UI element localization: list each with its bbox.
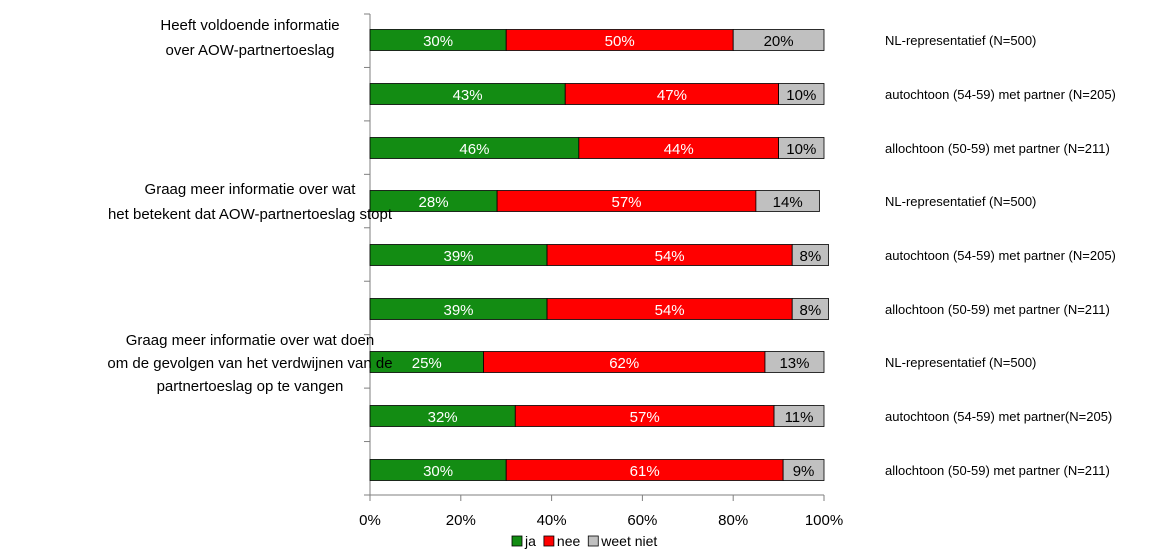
x-tick-label: 100%: [805, 512, 843, 529]
bar-data-label: 28%: [419, 194, 449, 211]
category-label: NL-representatief (N=500): [885, 194, 1036, 209]
bar-data-label: 11%: [785, 409, 814, 426]
bar-data-label: 10%: [786, 87, 816, 104]
bar-data-label: 30%: [423, 463, 453, 480]
bar-data-label: 25%: [412, 355, 442, 372]
bar-data-label: 39%: [444, 302, 474, 319]
legend-swatch: [511, 535, 523, 547]
bar-data-label: 47%: [657, 87, 687, 104]
bar-segment-weet-niet: [791, 244, 829, 266]
category-label: NL-representatief (N=500): [885, 33, 1036, 48]
legend-label: nee: [557, 533, 581, 549]
bar-segment-weet-niet: [755, 190, 820, 212]
bar-data-label: 39%: [444, 248, 474, 265]
legend-swatch: [543, 535, 555, 547]
category-label: allochtoon (50-59) met partner (N=211): [885, 302, 1110, 317]
category-label: autochtoon (54-59) met partner (N=205): [885, 87, 1116, 102]
legend-swatch: [587, 535, 599, 547]
category-label: NL-representatief (N=500): [885, 355, 1036, 370]
group-label-line: om de gevolgen van het verdwijnen van de: [107, 355, 392, 372]
bar-data-label: 44%: [664, 141, 694, 158]
category-label: autochtoon (54-59) met partner(N=205): [885, 409, 1112, 424]
bar-segment-weet-niet: [782, 459, 825, 481]
bar-segment-weet-niet: [778, 137, 825, 159]
bar-data-label: 43%: [453, 87, 483, 104]
bar-data-label: 57%: [630, 409, 660, 426]
bar-data-label: 9%: [793, 463, 815, 480]
bar-segment-weet-niet: [778, 83, 825, 105]
bar-data-label: 46%: [459, 141, 489, 158]
bar-segment-weet-niet: [764, 351, 825, 373]
group-label-line: partnertoeslag op te vangen: [157, 378, 344, 395]
bar-data-label: 62%: [609, 355, 639, 372]
legend: ja nee weet niet: [511, 533, 657, 549]
group-label-line: Heeft voldoende informatie: [160, 17, 339, 34]
bar-data-label: 8%: [800, 248, 822, 265]
category-labels-layer: NL-representatief (N=500) autochtoon (54-…: [885, 33, 1116, 478]
x-tick-label: 0%: [359, 512, 381, 529]
group-label-line: over AOW-partnertoeslag: [166, 42, 335, 59]
group-labels-layer: Heeft voldoende informatie over AOW-partn…: [107, 17, 392, 395]
bar-data-label: 20%: [764, 33, 794, 50]
x-tick-label: 60%: [627, 512, 657, 529]
bar-data-label: 54%: [655, 248, 685, 265]
axis-layer: 0% 20% 40% 60% 80% 100%: [359, 13, 843, 529]
bar-data-label: 14%: [773, 194, 803, 211]
group-label-line: Graag meer informatie over wat doen: [126, 332, 374, 349]
bar-data-label: 50%: [605, 33, 635, 50]
bars-layer: 30% 50% 20% 43% 47% 10% 46% 44% 10% 28% 57% 14% 39% 5…: [369, 29, 829, 481]
x-tick-label: 80%: [718, 512, 748, 529]
x-tick-label: 40%: [537, 512, 567, 529]
bar-data-label: 54%: [655, 302, 685, 319]
bar-data-label: 8%: [800, 302, 822, 319]
legend-label: weet niet: [600, 533, 657, 549]
bar-data-label: 32%: [428, 409, 458, 426]
bar-data-label: 10%: [786, 141, 816, 158]
bar-segment-weet-niet: [773, 405, 825, 427]
category-label: autochtoon (54-59) met partner (N=205): [885, 248, 1116, 263]
legend-label: ja: [524, 533, 536, 549]
bar-data-label: 57%: [611, 194, 641, 211]
bar-data-label: 30%: [423, 33, 453, 50]
group-label-line: het betekent dat AOW-partnertoeslag stop…: [108, 206, 393, 223]
x-tick-label: 20%: [446, 512, 476, 529]
category-label: allochtoon (50-59) met partner (N=211): [885, 141, 1110, 156]
category-label: allochtoon (50-59) met partner (N=211): [885, 463, 1110, 478]
bar-data-label: 13%: [779, 355, 809, 372]
bar-data-label: 61%: [630, 463, 660, 480]
bar-segment-weet-niet: [732, 29, 825, 51]
group-label-line: Graag meer informatie over wat: [145, 181, 357, 198]
bar-segment-weet-niet: [791, 298, 829, 320]
